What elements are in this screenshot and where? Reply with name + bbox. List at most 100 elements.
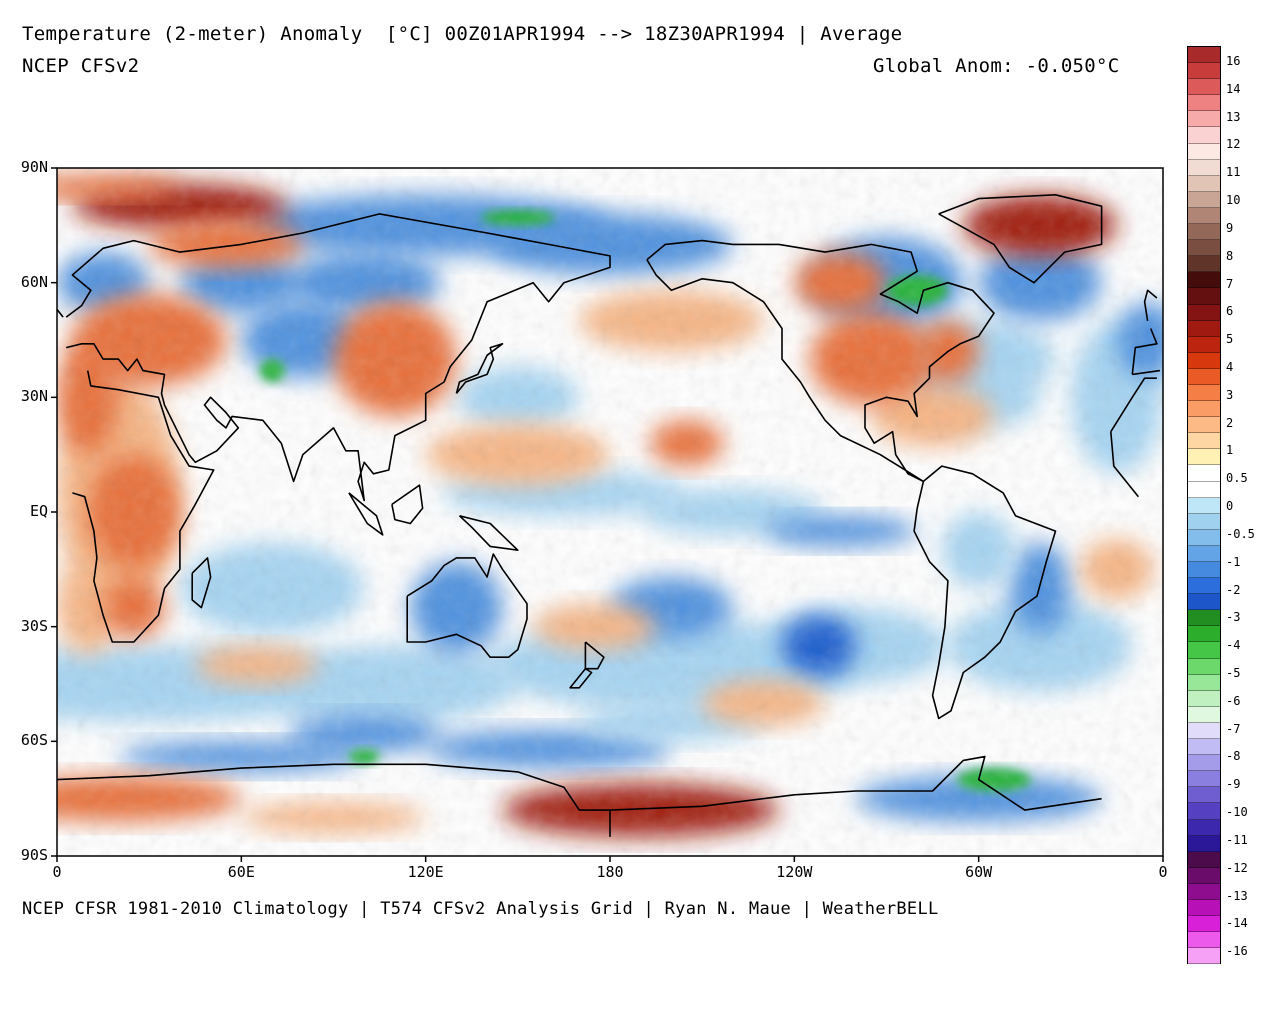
colorbar-swatch [1188, 642, 1220, 659]
colorbar-swatch [1188, 626, 1220, 643]
longitude-label: 180 [596, 863, 624, 881]
colorbar-swatch [1188, 465, 1220, 482]
colorbar-label: -4 [1226, 638, 1241, 653]
colorbar-swatch [1188, 497, 1220, 514]
colorbar-swatch [1188, 336, 1220, 353]
colorbar-swatch [1188, 916, 1220, 933]
latitude-label: 60N [20, 272, 48, 291]
colorbar-swatch [1188, 594, 1220, 611]
colorbar-swatch [1188, 240, 1220, 257]
colorbar-label: 4 [1226, 360, 1234, 374]
chart-title: Temperature (2-meter) Anomaly [°C] 00Z01… [22, 23, 903, 45]
colorbar-swatch [1188, 224, 1220, 241]
longitude-label: 60W [965, 863, 993, 881]
colorbar-label: -1 [1226, 554, 1241, 569]
colorbar-label: -11 [1226, 832, 1248, 847]
model-name: NCEP CFSv2 [22, 55, 140, 77]
colorbar-swatch [1188, 175, 1220, 192]
colorbar-label: 0.5 [1226, 471, 1248, 486]
colorbar-swatch [1188, 481, 1220, 498]
colorbar-swatch [1188, 401, 1220, 418]
colorbar-label: 13 [1226, 109, 1241, 124]
longitude-label: 120W [776, 863, 813, 881]
colorbar-swatch [1188, 787, 1220, 804]
colorbar-label: 2 [1226, 415, 1234, 430]
colorbar-label: -0.5 [1226, 526, 1255, 541]
colorbar [1187, 46, 1221, 965]
colorbar-swatch [1188, 159, 1220, 176]
colorbar-swatch [1188, 384, 1220, 402]
colorbar-swatch [1188, 658, 1220, 675]
colorbar-swatch [1188, 288, 1220, 305]
longitude-label: 120E [407, 863, 444, 881]
latitude-label: 30S [20, 616, 48, 635]
colorbar-label: -16 [1226, 944, 1248, 959]
colorbar-label: 9 [1226, 220, 1234, 235]
colorbar-swatch [1188, 352, 1220, 369]
colorbar-swatch [1188, 368, 1220, 385]
colorbar-label: -3 [1226, 610, 1241, 625]
colorbar-swatch [1188, 63, 1220, 80]
colorbar-swatch [1188, 562, 1220, 579]
latitude-label: 30N [20, 387, 48, 406]
colorbar-swatch [1188, 545, 1220, 562]
colorbar-swatch [1188, 256, 1220, 273]
colorbar-swatch [1188, 706, 1220, 723]
colorbar-swatch [1188, 835, 1220, 852]
colorbar-swatch [1188, 513, 1220, 530]
anomaly-field [57, 168, 1163, 856]
colorbar-label: -8 [1226, 749, 1241, 764]
colorbar-swatch [1188, 272, 1220, 289]
colorbar-swatch [1188, 449, 1220, 466]
colorbar-swatch [1188, 722, 1220, 740]
colorbar-label: 14 [1226, 81, 1241, 96]
colorbar-swatch [1188, 433, 1220, 450]
colorbar-swatch [1188, 803, 1220, 820]
latitude-label: EQ [29, 502, 48, 520]
colorbar-label: -5 [1226, 666, 1241, 680]
colorbar-label: 7 [1226, 276, 1234, 291]
colorbar-label: -12 [1226, 860, 1248, 875]
colorbar-swatch [1188, 320, 1220, 337]
longitude-label: 0 [52, 863, 62, 881]
credits-footer: NCEP CFSR 1981-2010 Climatology | T574 C… [22, 899, 939, 919]
latitude-label: 90N [20, 158, 48, 176]
colorbar-label: 11 [1226, 165, 1241, 180]
colorbar-label: -14 [1226, 916, 1248, 931]
colorbar-swatch [1188, 578, 1220, 595]
colorbar-label: 10 [1226, 193, 1241, 208]
colorbar-label: 5 [1226, 332, 1234, 347]
colorbar-swatch [1188, 771, 1220, 788]
colorbar-label: -2 [1226, 582, 1241, 597]
colorbar-swatch [1188, 819, 1220, 836]
colorbar-label: 0 [1226, 499, 1234, 514]
colorbar-label: 12 [1226, 137, 1241, 152]
colorbar-swatch [1188, 143, 1220, 160]
colorbar-swatch [1188, 739, 1220, 756]
longitude-label: 60E [227, 863, 255, 881]
colorbar-swatch [1188, 79, 1220, 96]
colorbar-swatch [1188, 304, 1220, 321]
colorbar-swatch [1188, 948, 1220, 965]
colorbar-swatch [1188, 932, 1220, 949]
colorbar-label: 16 [1226, 54, 1241, 68]
global-anomaly-value: Global Anom: -0.050°C [873, 55, 1120, 77]
colorbar-swatch [1188, 899, 1220, 917]
colorbar-swatch [1188, 95, 1220, 112]
coastlines [57, 194, 1161, 837]
latitude-label: 60S [20, 731, 48, 750]
axis-ticks [51, 167, 1164, 862]
colorbar-swatch [1188, 191, 1220, 208]
colorbar-swatch [1188, 417, 1220, 434]
colorbar-swatch [1188, 674, 1220, 691]
colorbar-swatch [1188, 755, 1220, 772]
colorbar-label: -13 [1226, 888, 1248, 903]
colorbar-label: -6 [1226, 693, 1241, 708]
colorbar-swatch [1188, 610, 1220, 627]
colorbar-swatch [1188, 47, 1220, 64]
latitude-label: 90S [20, 846, 48, 864]
colorbar-swatch [1188, 851, 1220, 868]
colorbar-label: 3 [1226, 387, 1234, 402]
colorbar-label: 8 [1226, 248, 1234, 263]
